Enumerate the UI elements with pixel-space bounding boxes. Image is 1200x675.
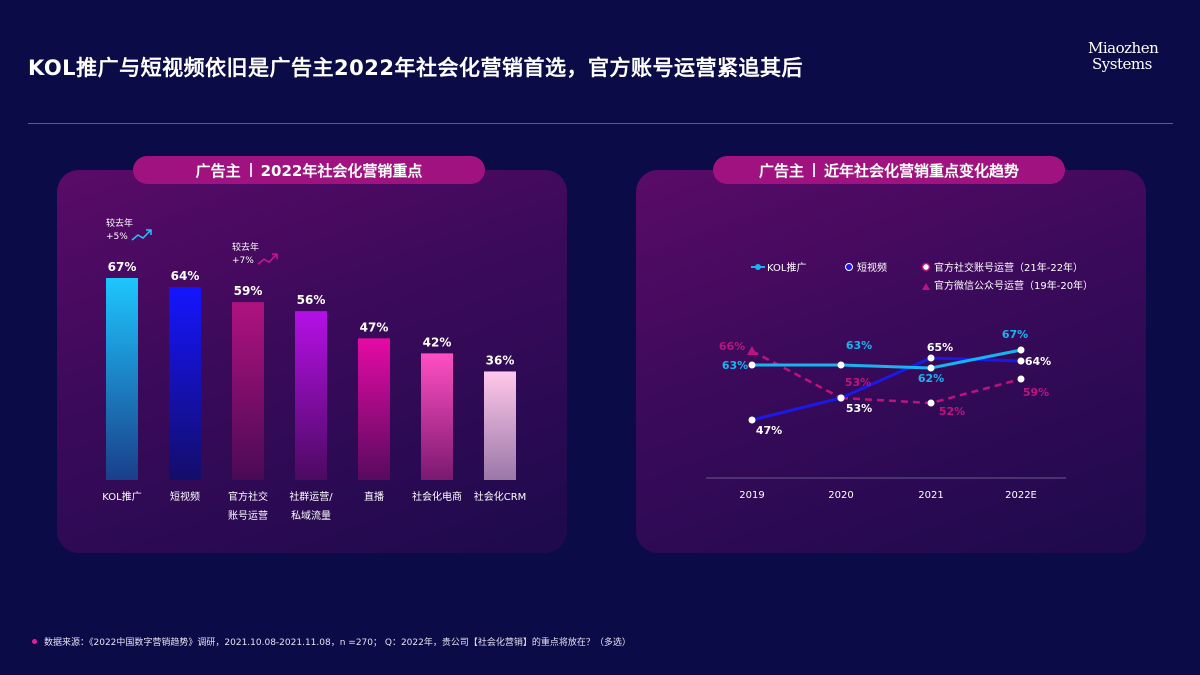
logo-line-1: Miaozhen: [1088, 39, 1159, 57]
legend-official-account-marker: [921, 262, 931, 272]
kol-data-label: 67%: [1002, 328, 1028, 341]
bar-value-label: 42%: [423, 335, 452, 349]
short-video-data-label: 65%: [927, 341, 953, 354]
bar-category-label: 社会化CRM: [474, 490, 527, 503]
bar-5: [358, 338, 390, 480]
official-account-data-label: 59%: [1023, 386, 1049, 399]
bar-chart-title-text: 2022年社会化营销重点: [260, 161, 423, 180]
legend-shortvideo-marker: [845, 263, 853, 271]
line-chart-title-text: 近年社会化营销重点变化趋势: [824, 161, 1020, 180]
line-point-marker: [927, 364, 935, 372]
yoy-annotation-value: +5%: [106, 232, 128, 242]
yoy-annotation-value: +7%: [232, 256, 254, 266]
wechat-data-label: 66%: [719, 340, 745, 353]
line-chart-panel: [636, 170, 1146, 553]
line-chart-title-pill: 广告主 近年社会化营销重点变化趋势: [713, 156, 1065, 184]
bar-category-label: 直播: [364, 490, 384, 503]
line-chart-title-prefix: 广告主: [758, 161, 804, 180]
short-video-data-label: 53%: [846, 402, 872, 415]
company-logo: Miaozhen Systems: [1088, 40, 1168, 72]
bar-category-label: 私域流量: [291, 509, 331, 522]
line-point-marker: [927, 399, 935, 407]
short-video-data-label: 64%: [1025, 355, 1051, 368]
logo-line-2: Systems: [1092, 55, 1152, 73]
bar-value-label: 56%: [297, 293, 326, 307]
line-point-marker: [927, 354, 935, 362]
official-account-data-label: 52%: [939, 405, 965, 418]
bar-3: [232, 302, 264, 480]
kol-data-label: 63%: [722, 359, 748, 372]
bar-2: [169, 287, 201, 480]
bar-chart-title-prefix: 广告主: [195, 161, 241, 180]
x-axis-tick-label: 2020: [828, 490, 853, 501]
trend-up-icon: [131, 229, 152, 241]
legend-label: 短视频: [857, 261, 887, 274]
bar-1: [106, 278, 138, 480]
bar-value-label: 47%: [360, 320, 389, 334]
bar-4: [295, 311, 327, 480]
series-wechat-line: [751, 349, 842, 400]
trend-arrowhead-icon: [272, 253, 278, 260]
line-point-marker: [1017, 375, 1025, 383]
line-point-marker: [748, 361, 756, 369]
bar-category-label: 社群运营/: [289, 490, 333, 503]
wechat-data-label: 53%: [845, 376, 871, 389]
line-point-marker: [1017, 346, 1025, 354]
legend-label: 官方社交账号运营（21年-22年）: [934, 261, 1083, 274]
line-point-marker: [748, 416, 756, 424]
footnote-text: 数据来源：《2022中国数字营销趋势》调研，2021.10.08-2021.11…: [44, 638, 631, 648]
x-axis-tick-label: 2019: [739, 490, 764, 501]
bar-category-label: 短视频: [170, 490, 200, 503]
bar-6: [421, 353, 453, 480]
bar-category-label: 社会化电商: [412, 490, 462, 503]
trend-arrowhead-icon: [146, 229, 152, 235]
short-video-data-label: 47%: [756, 424, 782, 437]
yoy-annotation-label: 较去年: [106, 217, 133, 229]
line-point-marker: [837, 361, 845, 369]
trend-up-icon: [257, 253, 278, 265]
bar-value-label: 64%: [171, 269, 200, 283]
yoy-annotation-label: 较去年: [232, 241, 259, 253]
title-divider: [28, 123, 1173, 124]
x-axis-tick-label: 2022E: [1005, 490, 1037, 501]
legend-kol-marker: [755, 264, 761, 270]
bar-category-label: KOL推广: [102, 490, 141, 503]
bar-category-label: 官方社交: [228, 490, 268, 503]
footnote: 数据来源：《2022中国数字营销趋势》调研，2021.10.08-2021.11…: [32, 635, 631, 648]
bar-category-label: 账号运营: [228, 509, 268, 522]
wechat-2019-triangle-marker: [747, 346, 757, 355]
legend-label: KOL推广: [767, 261, 806, 274]
bar-chart-title-pill: 广告主 2022年社会化营销重点: [133, 156, 485, 184]
line-point-marker: [837, 394, 845, 402]
bar-value-label: 59%: [234, 284, 263, 298]
bar-7: [484, 371, 516, 480]
legend-label: 官方微信公众号运营（19年-20年）: [934, 279, 1093, 292]
kol-data-label: 62%: [918, 372, 944, 385]
kol-data-label: 63%: [846, 339, 872, 352]
line-point-marker: [1017, 357, 1025, 365]
footnote-bullet-icon: [32, 639, 37, 644]
page-title: KOL推广与短视频依旧是广告主2022年社会化营销首选，官方账号运营紧追其后: [28, 56, 804, 80]
x-axis-tick-label: 2021: [918, 490, 943, 501]
title-separator: [813, 163, 815, 177]
series-kol-line: [752, 348, 1022, 370]
legend-wechat-triangle-icon: [922, 283, 930, 290]
bar-value-label: 36%: [486, 353, 515, 367]
title-separator: [249, 163, 252, 177]
bar-value-label: 67%: [108, 260, 137, 274]
